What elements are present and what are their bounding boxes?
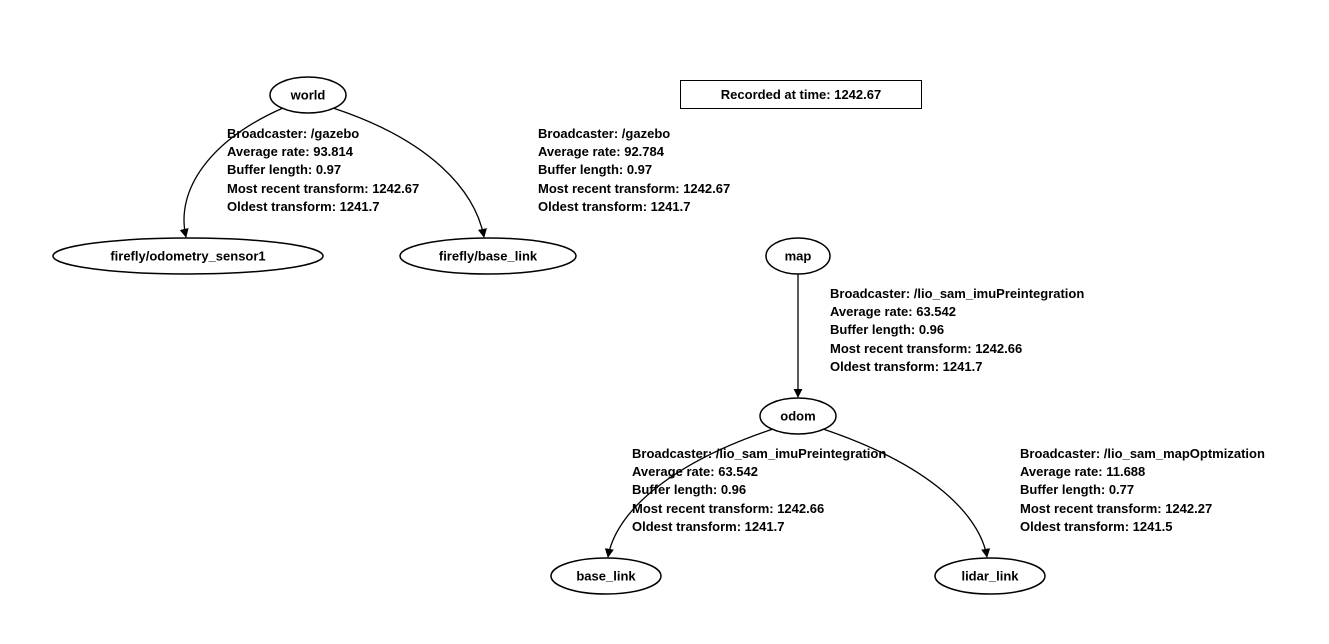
node-label-llink: lidar_link (961, 569, 1019, 584)
edge-oldest: Oldest transform: 1241.5 (1020, 518, 1265, 536)
edge-info-e1: Broadcaster: /gazeboAverage rate: 93.814… (227, 125, 419, 216)
edge-rate: Average rate: 63.542 (830, 303, 1084, 321)
edge-buffer: Buffer length: 0.77 (1020, 481, 1265, 499)
edge-rate: Average rate: 92.784 (538, 143, 730, 161)
node-label-blink: base_link (576, 569, 636, 584)
edge-broadcaster: Broadcaster: /gazebo (538, 125, 730, 143)
recorded-time-box: Recorded at time: 1242.67 (680, 80, 922, 109)
node-label-fbase: firefly/base_link (439, 249, 538, 264)
edge-buffer: Buffer length: 0.97 (538, 161, 730, 179)
edge-recent: Most recent transform: 1242.66 (830, 340, 1084, 358)
edge-oldest: Oldest transform: 1241.7 (538, 198, 730, 216)
tf-tree-canvas: world firefly/odometry_sensor1 firefly/bas… (0, 0, 1329, 644)
edge-oldest: Oldest transform: 1241.7 (227, 198, 419, 216)
edge-rate: Average rate: 63.542 (632, 463, 886, 481)
edge-info-e5: Broadcaster: /lio_sam_mapOptmizationAver… (1020, 445, 1265, 536)
edge-buffer: Buffer length: 0.96 (632, 481, 886, 499)
edge-recent: Most recent transform: 1242.67 (538, 180, 730, 198)
edge-rate: Average rate: 93.814 (227, 143, 419, 161)
edge-rate: Average rate: 11.688 (1020, 463, 1265, 481)
edge-info-e4: Broadcaster: /lio_sam_imuPreintegrationA… (632, 445, 886, 536)
edge-broadcaster: Broadcaster: /lio_sam_imuPreintegration (830, 285, 1084, 303)
edge-recent: Most recent transform: 1242.67 (227, 180, 419, 198)
node-label-map: map (785, 249, 812, 264)
edge-oldest: Oldest transform: 1241.7 (632, 518, 886, 536)
recorded-time-label: Recorded at time: 1242.67 (721, 87, 881, 102)
edge-info-e3: Broadcaster: /lio_sam_imuPreintegrationA… (830, 285, 1084, 376)
edge-buffer: Buffer length: 0.97 (227, 161, 419, 179)
edge-info-e2: Broadcaster: /gazeboAverage rate: 92.784… (538, 125, 730, 216)
edge-broadcaster: Broadcaster: /gazebo (227, 125, 419, 143)
edge-broadcaster: Broadcaster: /lio_sam_mapOptmization (1020, 445, 1265, 463)
edge-oldest: Oldest transform: 1241.7 (830, 358, 1084, 376)
edge-recent: Most recent transform: 1242.27 (1020, 500, 1265, 518)
edge-recent: Most recent transform: 1242.66 (632, 500, 886, 518)
node-label-world: world (290, 88, 326, 103)
node-label-odom: odom (780, 409, 815, 424)
edge-buffer: Buffer length: 0.96 (830, 321, 1084, 339)
edge-broadcaster: Broadcaster: /lio_sam_imuPreintegration (632, 445, 886, 463)
node-label-odosens: firefly/odometry_sensor1 (110, 249, 265, 264)
